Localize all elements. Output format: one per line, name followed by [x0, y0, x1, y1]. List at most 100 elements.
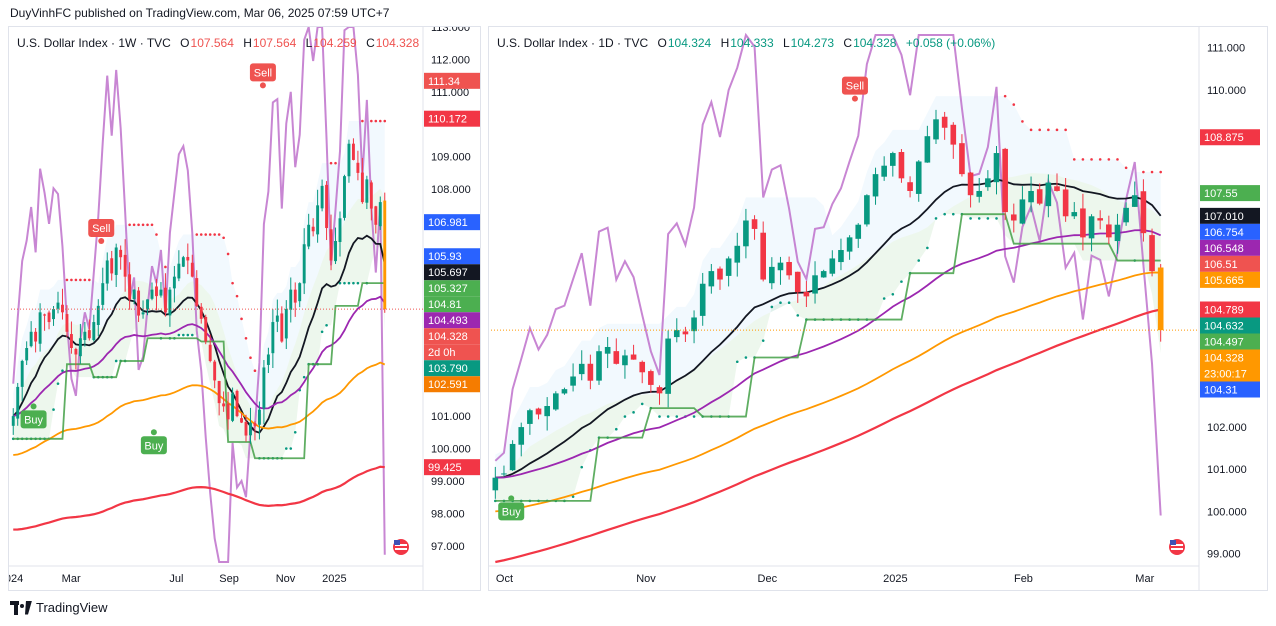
- candle: [87, 319, 91, 341]
- candle: [325, 181, 329, 241]
- candle: [356, 150, 360, 181]
- lower-band-fill: [495, 173, 1161, 501]
- trail-dot: [235, 294, 239, 298]
- trail-dot: [744, 356, 748, 359]
- price-tag-label: 104.328: [1204, 353, 1244, 365]
- candle: [29, 321, 33, 348]
- price-tag-bg: [424, 264, 480, 281]
- candle-body: [673, 330, 680, 338]
- price-axis-label: 111.000: [431, 87, 469, 99]
- trail-dot: [1064, 128, 1067, 132]
- oscillator-line: [12, 27, 386, 563]
- trail-dot: [231, 281, 234, 285]
- candle: [864, 194, 870, 227]
- weekly-chart-pane[interactable]: Sell Sell Buy Buy 113.000 112.000 111.000 109.0…: [8, 26, 481, 591]
- price-tag-label: 106.754: [1204, 227, 1244, 239]
- price-tag-bg: [1200, 185, 1260, 202]
- candle-body: [561, 389, 568, 394]
- candle: [334, 227, 337, 265]
- candle: [950, 122, 957, 159]
- close-value: 104.328: [853, 36, 897, 50]
- time-axis-label: 2025: [322, 573, 346, 585]
- flag-stripe: [395, 544, 407, 546]
- price-axis-label: 100.000: [431, 444, 471, 456]
- candle: [812, 261, 818, 304]
- candle-body: [734, 245, 741, 263]
- daily-chart-canvas[interactable]: SellBuy111.000110.000103.000102.000101.0…: [489, 27, 1268, 591]
- moving-average-3: [13, 361, 386, 456]
- trail-dot: [882, 297, 886, 300]
- trail-dot: [361, 119, 364, 123]
- candle: [347, 139, 351, 183]
- signal-dot: [508, 495, 515, 502]
- candle-body: [181, 257, 185, 267]
- candle: [11, 408, 15, 435]
- trail-dot: [666, 415, 670, 418]
- moving-average-4: [13, 465, 385, 531]
- trail-dot: [325, 324, 328, 327]
- candle: [307, 213, 311, 250]
- trail-dot: [195, 233, 199, 236]
- candle-body: [262, 367, 266, 409]
- weekly-symbol[interactable]: U.S. Dollar Index · 1W · TVC: [17, 36, 171, 50]
- trail-dot: [1055, 128, 1059, 132]
- time-axis-label: Feb: [1014, 573, 1033, 585]
- trail-dot: [917, 259, 921, 262]
- flag-canton: [1170, 540, 1176, 545]
- price-tag-label: 111.34: [428, 76, 460, 88]
- price-axis-label: 101.000: [431, 411, 471, 423]
- trail-dot: [571, 495, 575, 498]
- candle: [725, 256, 732, 287]
- candle-body: [656, 387, 663, 394]
- candle: [760, 221, 767, 282]
- candle-body: [38, 312, 42, 344]
- trail-dot: [926, 246, 929, 250]
- footer: TradingView: [10, 600, 108, 615]
- open-label: O: [657, 36, 667, 50]
- candle: [253, 421, 257, 441]
- candle-body: [622, 355, 628, 366]
- candle-body: [976, 190, 983, 197]
- candle-body: [378, 202, 382, 227]
- candle-body: [356, 162, 360, 173]
- trail-dot: [240, 317, 243, 321]
- candle: [20, 359, 24, 402]
- price-tag: 99.425: [424, 459, 480, 476]
- trail-dot: [623, 415, 627, 418]
- price-axis-label: 100.000: [1207, 506, 1247, 518]
- trail-dot: [222, 236, 225, 240]
- trail-dot: [796, 314, 800, 317]
- daily-symbol[interactable]: U.S. Dollar Index · 1D · TVC: [497, 36, 649, 50]
- weekly-chart-canvas[interactable]: Sell Sell Buy Buy 113.000 112.000 111.000 109.0…: [9, 27, 481, 591]
- candle: [717, 266, 723, 290]
- trail-dot: [289, 447, 293, 450]
- trail-dot: [302, 375, 306, 379]
- price-tag-label: 104.81: [428, 299, 462, 311]
- candle: [855, 223, 862, 248]
- candle-body: [172, 276, 176, 289]
- candle-body: [1140, 191, 1147, 234]
- tradingview-brand[interactable]: TradingView: [36, 600, 108, 615]
- price-tag-label: 106.51: [1204, 259, 1238, 271]
- candle: [648, 369, 654, 393]
- trail-dot: [356, 281, 360, 285]
- trail-dot: [83, 278, 87, 282]
- price-tag: 105.697: [424, 264, 480, 281]
- candle: [240, 413, 243, 424]
- candle: [302, 228, 306, 295]
- price-tag-label: 99.425: [428, 462, 462, 474]
- candle: [329, 214, 333, 271]
- trail-dot: [1090, 158, 1093, 161]
- trail-dot: [891, 292, 895, 296]
- candle-body: [92, 322, 96, 341]
- candle-body: [552, 393, 559, 410]
- price-tag-label: 105.697: [428, 267, 468, 279]
- daily-chart-pane[interactable]: SellBuy111.000110.000103.000102.000101.0…: [488, 26, 1268, 591]
- candle: [527, 408, 533, 435]
- candle: [65, 305, 69, 338]
- price-tag-label: 2d 0h: [428, 347, 456, 359]
- candle: [1036, 183, 1043, 206]
- price-tag: 110.172: [424, 110, 480, 127]
- price-tag-bg: [424, 376, 480, 393]
- price-tag-bg: [1200, 271, 1260, 288]
